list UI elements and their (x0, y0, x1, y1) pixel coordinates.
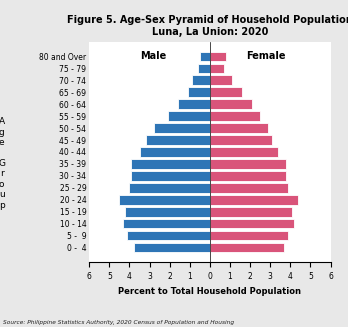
Bar (178, 99, 210, 109)
Bar (210, 207, 292, 216)
Bar (168, 111, 210, 121)
X-axis label: Percent to Total Household Population: Percent to Total Household Population (118, 287, 301, 296)
Bar (210, 52, 226, 61)
Bar (210, 219, 294, 229)
Bar (210, 111, 260, 121)
Bar (210, 147, 278, 157)
Text: Source: Philippine Statistics Authority, 2020 Census of Population and Housing: Source: Philippine Statistics Authority,… (3, 320, 235, 325)
Bar (210, 159, 286, 169)
Bar (145, 135, 210, 145)
Bar (200, 52, 210, 61)
Text: Male: Male (141, 51, 167, 61)
Bar (129, 183, 210, 193)
Bar (188, 87, 210, 97)
Bar (210, 243, 284, 252)
Bar (124, 219, 210, 229)
Bar (198, 63, 210, 73)
Bar (210, 76, 232, 85)
Bar (140, 147, 210, 157)
Text: Female: Female (246, 51, 286, 61)
Bar (192, 76, 210, 85)
Bar (210, 87, 242, 97)
Bar (126, 207, 210, 216)
Bar (119, 195, 210, 205)
Title: Figure 5. Age-Sex Pyramid of Household Population
Luna, La Union: 2020: Figure 5. Age-Sex Pyramid of Household P… (67, 15, 348, 37)
Bar (127, 231, 210, 240)
Bar (210, 195, 298, 205)
Bar (210, 135, 272, 145)
Bar (210, 123, 268, 133)
Bar (210, 171, 286, 181)
Bar (210, 231, 288, 240)
Bar (132, 171, 210, 181)
Bar (153, 123, 210, 133)
Bar (210, 99, 252, 109)
Bar (132, 159, 210, 169)
Bar (210, 183, 288, 193)
Bar (134, 243, 210, 252)
Bar (210, 63, 224, 73)
Text: A
g
e

G
r
o
u
p: A g e G r o u p (0, 117, 5, 210)
